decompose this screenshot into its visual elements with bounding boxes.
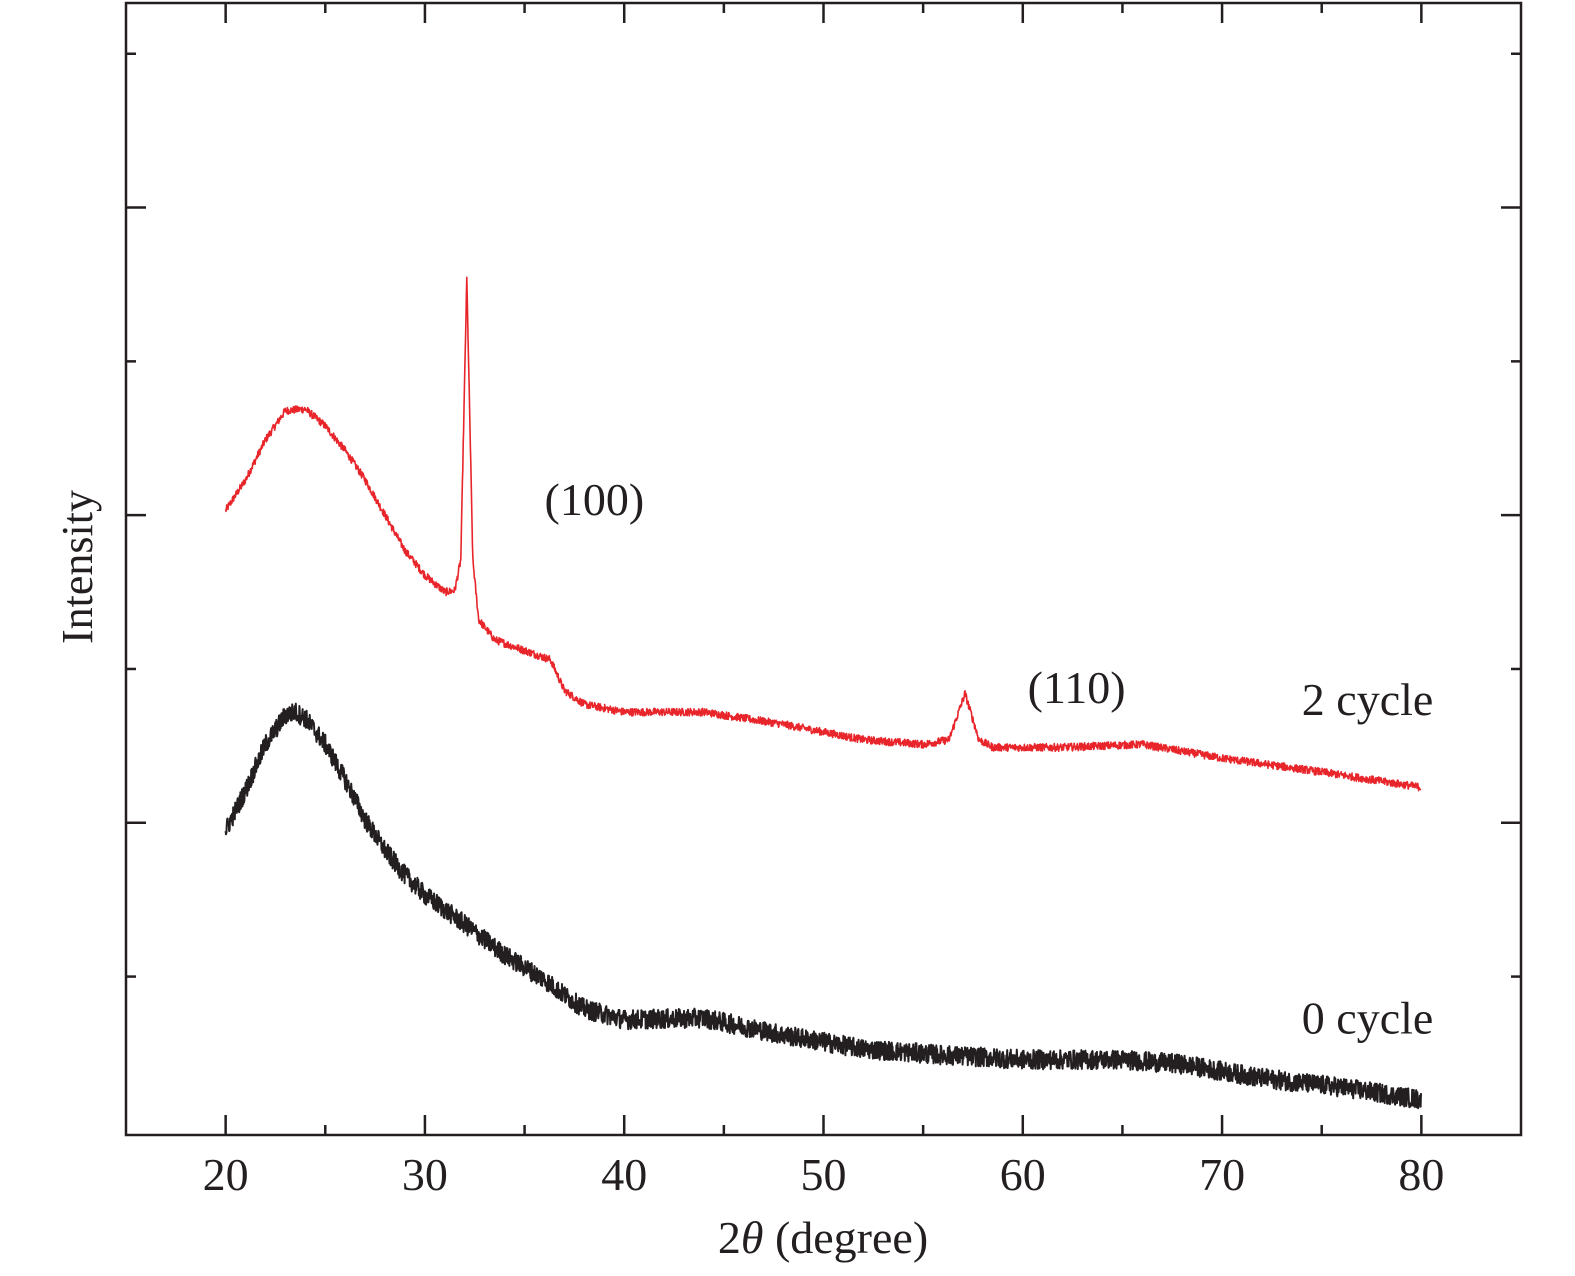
x-tick-label: 30 xyxy=(402,1149,448,1200)
x-axis-label-prefix: 2 xyxy=(718,1212,741,1263)
x-tick-label: 60 xyxy=(1000,1149,1046,1200)
annotations-layer: (100) (110) 2 cycle 0 cycle xyxy=(545,474,1434,1043)
peak-label: (110) xyxy=(1028,662,1126,713)
x-axis-label-suffix: (degree) xyxy=(763,1212,928,1263)
x-tick-label: 40 xyxy=(601,1149,647,1200)
peak-label: (100) xyxy=(545,474,645,525)
series-label: 0 cycle xyxy=(1302,992,1434,1043)
y-axis-label: Intensity xyxy=(53,490,102,644)
ticks-layer: 20 30 40 50 60 70 80 xyxy=(126,3,1521,1200)
series-layer xyxy=(224,276,1422,1110)
x-tick-label: 50 xyxy=(801,1149,847,1200)
x-tick-label: 20 xyxy=(203,1149,249,1200)
x-tick-label: 80 xyxy=(1398,1149,1444,1200)
series-label: 2 cycle xyxy=(1302,674,1434,725)
series-line-0-cycle xyxy=(224,702,1422,1110)
x-axis-label-symbol: θ xyxy=(741,1212,764,1263)
plot-frame xyxy=(124,1,1523,1137)
x-axis-label: 2θ (degree) xyxy=(718,1212,928,1263)
x-tick-label: 70 xyxy=(1199,1149,1245,1200)
series-line-2-cycle xyxy=(224,276,1422,792)
